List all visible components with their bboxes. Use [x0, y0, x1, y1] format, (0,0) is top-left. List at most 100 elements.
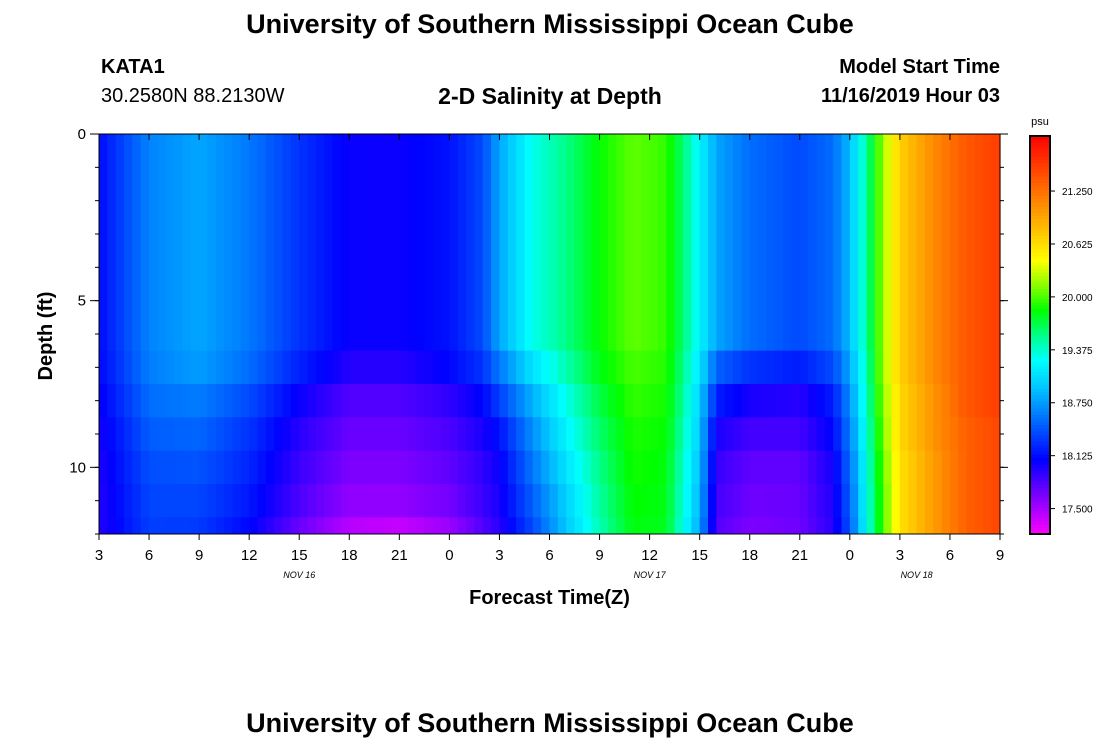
- heatmap-cell: [224, 517, 234, 535]
- heatmap-cell: [340, 484, 350, 518]
- heatmap-cell: [641, 517, 651, 535]
- colorbar-swatch: [1030, 179, 1050, 183]
- heatmap-cell: [607, 517, 617, 535]
- heatmap-cell: [874, 484, 884, 518]
- heatmap-cell: [582, 484, 592, 518]
- heatmap-cell: [933, 384, 943, 418]
- heatmap-cell: [324, 517, 334, 535]
- heatmap-cell: [507, 384, 517, 418]
- heatmap-cell: [466, 484, 476, 518]
- heatmap-cell: [107, 484, 117, 518]
- heatmap-cell: [666, 517, 676, 535]
- heatmap-cell: [916, 134, 926, 352]
- heatmap-cell: [799, 450, 809, 485]
- heatmap-cell: [516, 417, 526, 452]
- heatmap-cell: [974, 350, 984, 385]
- heatmap-cell: [265, 450, 275, 485]
- colorbar-unit-label: psu: [1031, 116, 1049, 128]
- colorbar-swatch: [1030, 215, 1050, 220]
- heatmap-cell: [190, 517, 200, 535]
- heatmap-cell: [566, 417, 576, 452]
- colorbar-swatch: [1030, 477, 1050, 482]
- heatmap-cell: [499, 517, 509, 535]
- heatmap-cell: [724, 450, 734, 485]
- heatmap-cell: [140, 417, 150, 452]
- colorbar-swatch: [1030, 368, 1050, 372]
- x-axis-label: Forecast Time(Z): [469, 587, 630, 609]
- colorbar-swatch: [1030, 414, 1050, 419]
- heatmap-cell: [541, 517, 551, 535]
- heatmap-cell: [883, 517, 893, 535]
- heatmap-cell: [916, 484, 926, 518]
- heatmap-cell: [257, 517, 267, 535]
- heatmap-cell: [524, 450, 534, 485]
- heatmap-cell: [107, 417, 117, 452]
- heatmap-cell: [374, 384, 384, 418]
- heatmap-cell: [849, 417, 859, 452]
- heatmap-cell: [182, 484, 192, 518]
- heatmap-cell: [507, 350, 517, 385]
- heatmap-cell: [916, 350, 926, 385]
- station-id: KATA1: [101, 56, 165, 78]
- heatmap-cell: [682, 417, 692, 452]
- colorbar-swatch: [1030, 335, 1050, 339]
- colorbar-swatch: [1030, 434, 1050, 439]
- heatmap-cell: [282, 417, 292, 452]
- colorbar-swatch: [1030, 225, 1050, 230]
- heatmap-cell: [866, 134, 876, 352]
- heatmap-cell: [257, 350, 267, 385]
- heatmap-cell: [365, 350, 375, 385]
- heatmap-cell: [349, 350, 359, 385]
- heatmap-cell: [499, 384, 509, 418]
- x-tick-label: 15: [691, 547, 708, 564]
- heatmap-cell: [265, 384, 275, 418]
- heatmap-cell: [549, 134, 559, 352]
- heatmap-cell: [557, 450, 567, 485]
- heatmap-cell: [791, 517, 801, 535]
- heatmap-cell: [841, 450, 851, 485]
- colorbar-swatch: [1030, 497, 1050, 502]
- heatmap-cell: [299, 417, 309, 452]
- heatmap-cell: [474, 417, 484, 452]
- heatmap-cell: [774, 350, 784, 385]
- heatmap-cell: [766, 350, 776, 385]
- heatmap-cell: [933, 484, 943, 518]
- heatmap-cell: [741, 517, 751, 535]
- heatmap-cell: [249, 384, 259, 418]
- heatmap-cell: [849, 484, 859, 518]
- heatmap-cell: [682, 517, 692, 535]
- colorbar-swatch: [1030, 467, 1050, 472]
- heatmap-cell: [524, 384, 534, 418]
- heatmap-cell: [399, 134, 409, 352]
- heatmap-cell: [240, 384, 250, 418]
- colorbar-swatch: [1030, 165, 1050, 170]
- heatmap-cell: [591, 517, 601, 535]
- heatmap-cell: [274, 350, 284, 385]
- heatmap-cell: [182, 350, 192, 385]
- colorbar-swatch: [1030, 265, 1050, 270]
- heatmap-cell: [674, 450, 684, 485]
- heatmap-cell: [207, 484, 217, 518]
- heatmap-cell: [574, 450, 584, 485]
- colorbar-swatch: [1030, 524, 1050, 528]
- heatmap-cell: [382, 384, 392, 418]
- heatmap-cell: [249, 417, 259, 452]
- heatmap-cell: [774, 450, 784, 485]
- heatmap-cell: [340, 350, 350, 385]
- colorbar-swatch: [1030, 285, 1050, 290]
- colorbar-swatch: [1030, 398, 1050, 402]
- heatmap-cell: [582, 517, 592, 535]
- heatmap-cell: [182, 384, 192, 418]
- heatmap-cell: [140, 517, 150, 535]
- heatmap-cell: [224, 417, 234, 452]
- heatmap-cell: [207, 417, 217, 452]
- colorbar-swatch: [1030, 205, 1050, 210]
- heatmap-cell: [349, 384, 359, 418]
- heatmap-cell: [290, 350, 300, 385]
- heatmap-cell: [657, 134, 667, 352]
- heatmap-cell: [674, 134, 684, 352]
- heatmap-cell: [240, 450, 250, 485]
- heatmap-cell: [607, 484, 617, 518]
- heatmap-cell: [724, 517, 734, 535]
